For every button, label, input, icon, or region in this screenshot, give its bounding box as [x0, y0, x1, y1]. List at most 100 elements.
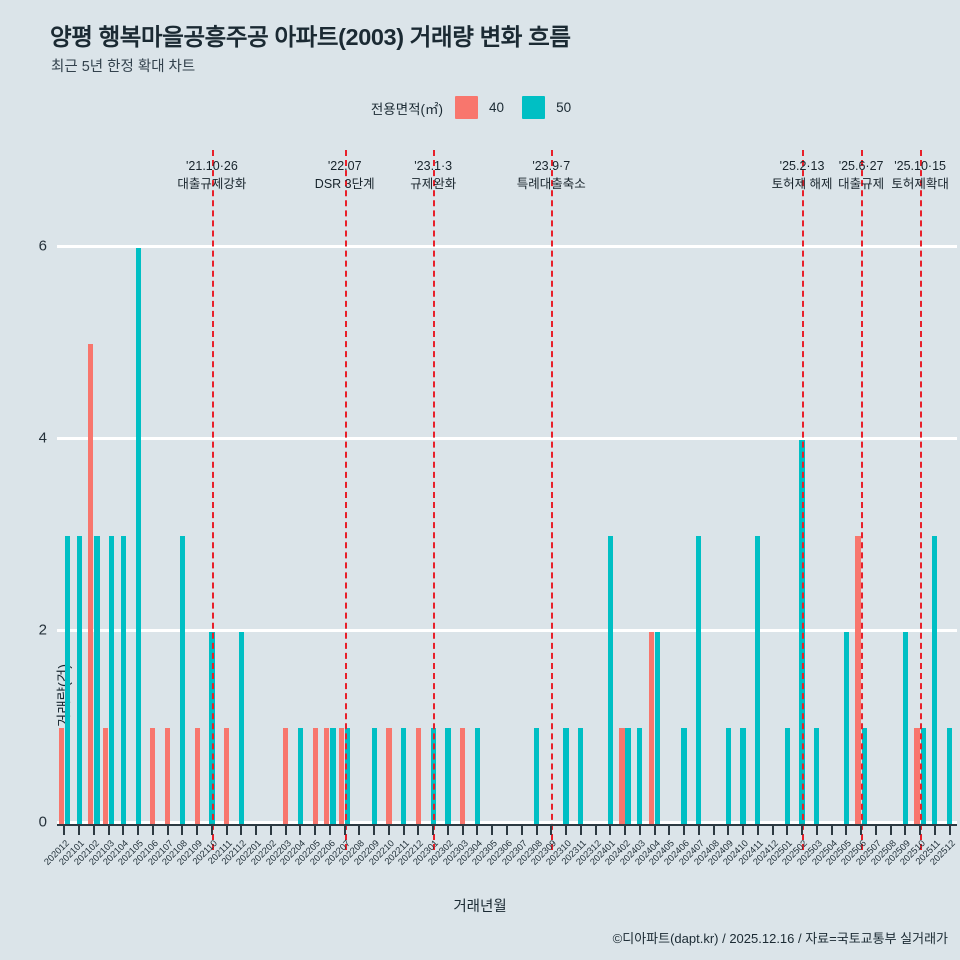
bar-202109-40[interactable]: [194, 728, 200, 824]
bar-202303-40[interactable]: [460, 728, 466, 824]
x-axis-line: [57, 824, 957, 826]
event-text: 특례대출축소: [516, 177, 586, 192]
bar-202510-40[interactable]: [914, 728, 920, 824]
bar-202401-50[interactable]: [607, 536, 613, 824]
bar-202506-40[interactable]: [855, 536, 861, 824]
bar-202207-50[interactable]: [345, 728, 351, 824]
x-tick: [446, 826, 449, 835]
bar-202503-50[interactable]: [814, 728, 820, 824]
event-line-202309: [551, 150, 554, 850]
bar-202212-40[interactable]: [415, 728, 422, 824]
x-tick: [225, 826, 228, 835]
bar-202410-50[interactable]: [740, 728, 746, 824]
bar-202101-50[interactable]: [76, 536, 82, 824]
bar-202506-50[interactable]: [861, 728, 867, 824]
bar-202505-50[interactable]: [843, 632, 849, 824]
bar-202403-50[interactable]: [637, 728, 643, 824]
x-tick: [240, 826, 243, 835]
bar-202209-50[interactable]: [371, 728, 377, 824]
bar-202207-40[interactable]: [339, 728, 345, 824]
x-tick: [122, 826, 125, 835]
bar-202511-50[interactable]: [932, 536, 938, 824]
bar-202406-50[interactable]: [681, 728, 687, 824]
bar-202310-50[interactable]: [563, 728, 569, 824]
bar-202012-50[interactable]: [64, 536, 70, 824]
event-line-202301: [433, 150, 436, 850]
x-tick: [432, 826, 435, 835]
bar-202112-50[interactable]: [238, 632, 244, 824]
x-tick: [609, 826, 612, 835]
x-tick: [845, 826, 848, 835]
bar-202106-40[interactable]: [150, 728, 156, 824]
x-tick: [860, 826, 863, 835]
bar-202103-40[interactable]: [102, 728, 109, 824]
bar-202402-50[interactable]: [625, 728, 631, 824]
bar-202203-40[interactable]: [283, 728, 289, 824]
x-tick: [63, 826, 66, 835]
x-tick: [594, 826, 597, 835]
x-tick: [417, 826, 420, 835]
bar-202502-50[interactable]: [799, 440, 805, 824]
x-tick: [786, 826, 789, 835]
x-tick: [520, 826, 523, 835]
bar-202103-50[interactable]: [109, 536, 115, 824]
bar-202206-40[interactable]: [324, 728, 330, 824]
x-tick: [771, 826, 774, 835]
x-tick: [92, 826, 95, 835]
x-tick: [343, 826, 346, 835]
bar-202105-50[interactable]: [135, 248, 141, 824]
x-axis-title: 거래년월: [453, 899, 507, 915]
x-tick: [697, 826, 700, 835]
bar-202402-40[interactable]: [619, 728, 625, 824]
legend-item-50[interactable]: 50: [522, 96, 571, 119]
footer-credit: ©디아파트(dapt.kr) / 2025.12.16 / 자료=국토교통부 실…: [612, 931, 948, 946]
event-line-202506: [861, 150, 864, 850]
bar-202404-40[interactable]: [648, 632, 655, 824]
x-tick: [491, 826, 494, 835]
x-tick: [387, 826, 390, 835]
bar-202409-50[interactable]: [725, 728, 731, 824]
bar-202407-50[interactable]: [696, 536, 702, 824]
bar-202012-40[interactable]: [58, 728, 64, 824]
event-label-202309: '23.9·7 특례대출축소: [517, 157, 586, 193]
bar-202302-50[interactable]: [445, 728, 451, 824]
x-tick: [402, 826, 405, 835]
bar-202404-50[interactable]: [654, 632, 661, 824]
event-date: '21.10·26: [186, 159, 238, 173]
bar-202210-40[interactable]: [386, 728, 392, 824]
bar-202204-50[interactable]: [297, 728, 304, 824]
bar-202411-50[interactable]: [755, 536, 761, 824]
bar-202107-40[interactable]: [165, 728, 171, 824]
bar-202304-50[interactable]: [474, 728, 481, 824]
bar-202205-40[interactable]: [312, 728, 318, 824]
x-tick: [196, 826, 199, 835]
x-tick: [210, 826, 213, 835]
y-tick-label: 6: [38, 237, 47, 255]
bar-202104-50[interactable]: [120, 536, 126, 824]
bar-202308-50[interactable]: [533, 728, 540, 824]
x-tick: [815, 826, 818, 835]
legend-item-40[interactable]: 40: [455, 96, 504, 119]
x-tick: [461, 826, 464, 835]
event-text: 토허제 해제: [771, 177, 833, 192]
x-tick: [801, 826, 804, 835]
event-date: '23.1·3: [414, 159, 453, 173]
bar-202510-50[interactable]: [920, 728, 926, 824]
bar-202512-50[interactable]: [947, 728, 953, 824]
bar-202501-50[interactable]: [784, 728, 790, 824]
bar-202102-50[interactable]: [94, 536, 100, 824]
bar-202102-40[interactable]: [88, 344, 94, 824]
bar-202206-50[interactable]: [330, 728, 336, 824]
bar-202211-50[interactable]: [401, 728, 407, 824]
y-tick-label: 4: [38, 429, 47, 447]
x-tick: [269, 826, 272, 835]
x-tick: [78, 826, 81, 835]
bar-202311-50[interactable]: [578, 728, 584, 824]
x-tick: [328, 826, 331, 835]
event-label-202207: '22.07 DSR 3단계: [315, 157, 375, 193]
legend-label-40: 40: [489, 100, 505, 115]
bar-202111-40[interactable]: [224, 728, 230, 824]
bar-202509-50[interactable]: [902, 632, 908, 824]
bar-202108-50[interactable]: [179, 536, 185, 824]
